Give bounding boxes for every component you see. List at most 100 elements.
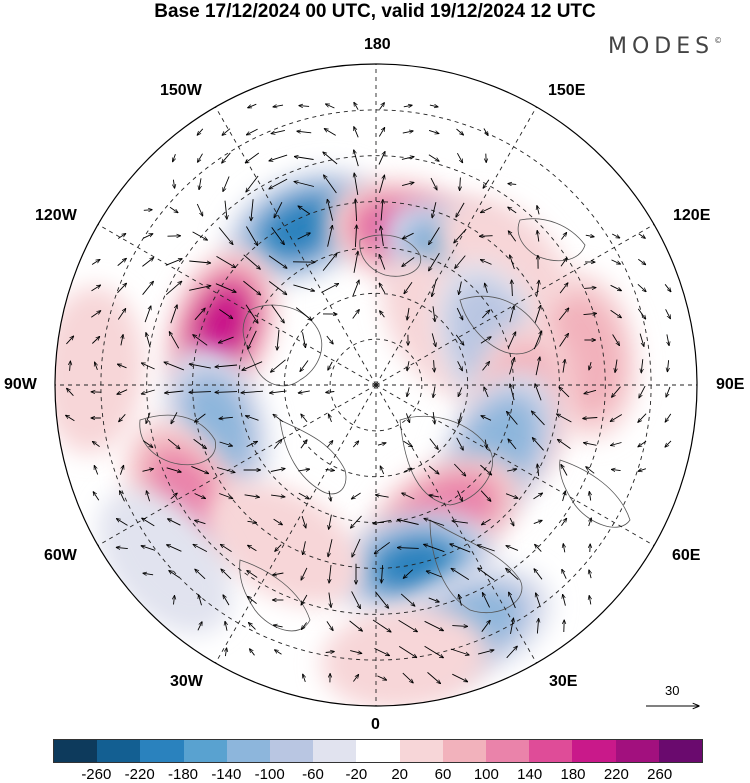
wind-arrow: [398, 619, 418, 632]
wind-arrow: [559, 387, 570, 398]
wind-arrow: [451, 568, 470, 580]
wind-arrow: [481, 260, 492, 265]
lon-label-30w: 30W: [170, 673, 203, 690]
colorbar-tick-label: -20: [345, 766, 368, 783]
wind-arrow: [194, 308, 205, 321]
wind-arrow: [352, 538, 361, 557]
wind-arrow: [485, 283, 488, 293]
wind-arrow: [381, 226, 384, 246]
wind-arrow: [450, 648, 469, 655]
wind-arrow: [170, 305, 177, 324]
wind-arrow: [243, 254, 261, 269]
wind-arrow: [250, 649, 255, 656]
wind-arrow: [218, 227, 233, 245]
wind-arrow: [193, 438, 207, 448]
wind-arrow: [197, 128, 204, 135]
wind-arrow: [430, 177, 437, 190]
wind-arrow: [93, 492, 100, 501]
wind-arrow: [637, 283, 646, 291]
wind-arrow: [589, 596, 591, 605]
anomaly-contour: [207, 482, 362, 606]
wind-arrow: [402, 257, 415, 267]
wind-arrow: [482, 518, 491, 525]
wind-arrow: [273, 439, 282, 449]
wind-arrow: [219, 309, 232, 318]
wind-arrow: [485, 439, 486, 449]
wind-arrow: [374, 647, 390, 655]
anomaly-blob: [207, 482, 362, 606]
meridian-line: [375, 106, 537, 386]
wind-arrow: [638, 413, 647, 423]
wind-arrow: [119, 414, 126, 421]
wind-arrow: [424, 519, 445, 526]
colorbar-tick-label: -100: [254, 766, 285, 783]
wind-arrow: [222, 128, 231, 136]
wind-arrow: [248, 103, 257, 108]
wind-arrow: [535, 357, 540, 376]
wind-arrow: [170, 493, 177, 500]
wind-arrow: [458, 387, 463, 397]
wind-arrow: [66, 336, 73, 345]
wind-arrow: [323, 152, 338, 165]
wind-arrow: [351, 492, 361, 499]
wind-arrow: [589, 570, 591, 579]
wind-arrow: [400, 593, 415, 606]
wind-arrow: [563, 544, 565, 553]
wind-arrow: [532, 411, 545, 426]
wind-arrow: [424, 620, 444, 630]
wind-arrow: [324, 129, 336, 136]
wind-arrow: [169, 206, 178, 212]
modes-logo: MODES©: [608, 34, 722, 59]
wind-arrow: [321, 284, 338, 293]
wind-arrow: [246, 175, 259, 192]
wind-arrow: [533, 493, 543, 500]
wind-arrow: [561, 518, 566, 526]
wind-arrow: [199, 178, 201, 189]
wind-arrow: [407, 361, 409, 371]
wind-arrow: [610, 414, 623, 422]
wind-arrow: [354, 127, 359, 138]
wind-arrow: [326, 104, 335, 109]
wind-arrow: [509, 592, 516, 609]
wind-arrow: [193, 544, 208, 552]
wind-arrow: [638, 258, 645, 264]
anomaly-contour: [55, 286, 145, 455]
wind-arrow: [401, 157, 414, 160]
meridian-line: [215, 106, 377, 386]
wind-arrow: [508, 231, 517, 242]
wind-arrow: [354, 173, 359, 195]
wind-arrow: [407, 387, 409, 396]
wind-arrow: [611, 259, 621, 264]
colorbar-tick-label: 60: [434, 766, 452, 783]
wind-arrow: [407, 307, 409, 320]
wind-arrow: [432, 279, 437, 296]
colorbar-cell: [572, 740, 616, 762]
wind-arrow: [354, 102, 359, 110]
wind-arrow: [324, 175, 337, 194]
wind-arrow: [583, 418, 598, 419]
wind-arrow: [248, 330, 257, 349]
wind-arrow: [560, 258, 567, 267]
wind-arrow: [271, 304, 285, 323]
meridian-line: [215, 384, 377, 664]
wind-arrow: [429, 252, 440, 271]
wind-arrow: [429, 495, 439, 497]
colorbar-tick-label: -220: [124, 766, 155, 783]
wind-arrow: [173, 179, 174, 189]
colorbar-tick-label: -140: [211, 766, 242, 783]
wind-arrow: [329, 414, 332, 423]
wind-arrow: [561, 233, 566, 240]
wind-arrow: [537, 206, 539, 215]
wind-arrow: [426, 571, 442, 578]
wind-arrow: [537, 280, 539, 296]
wind-arrow: [174, 596, 175, 605]
wind-arrow: [433, 386, 435, 397]
wind-arrow: [146, 333, 151, 348]
wind-arrow: [429, 105, 438, 107]
coastline: [517, 218, 586, 262]
wind-arrow: [508, 439, 517, 450]
wind-arrow: [195, 413, 206, 422]
wind-arrow: [506, 546, 519, 551]
wind-arrow: [477, 650, 494, 655]
wind-arrow: [275, 544, 282, 552]
